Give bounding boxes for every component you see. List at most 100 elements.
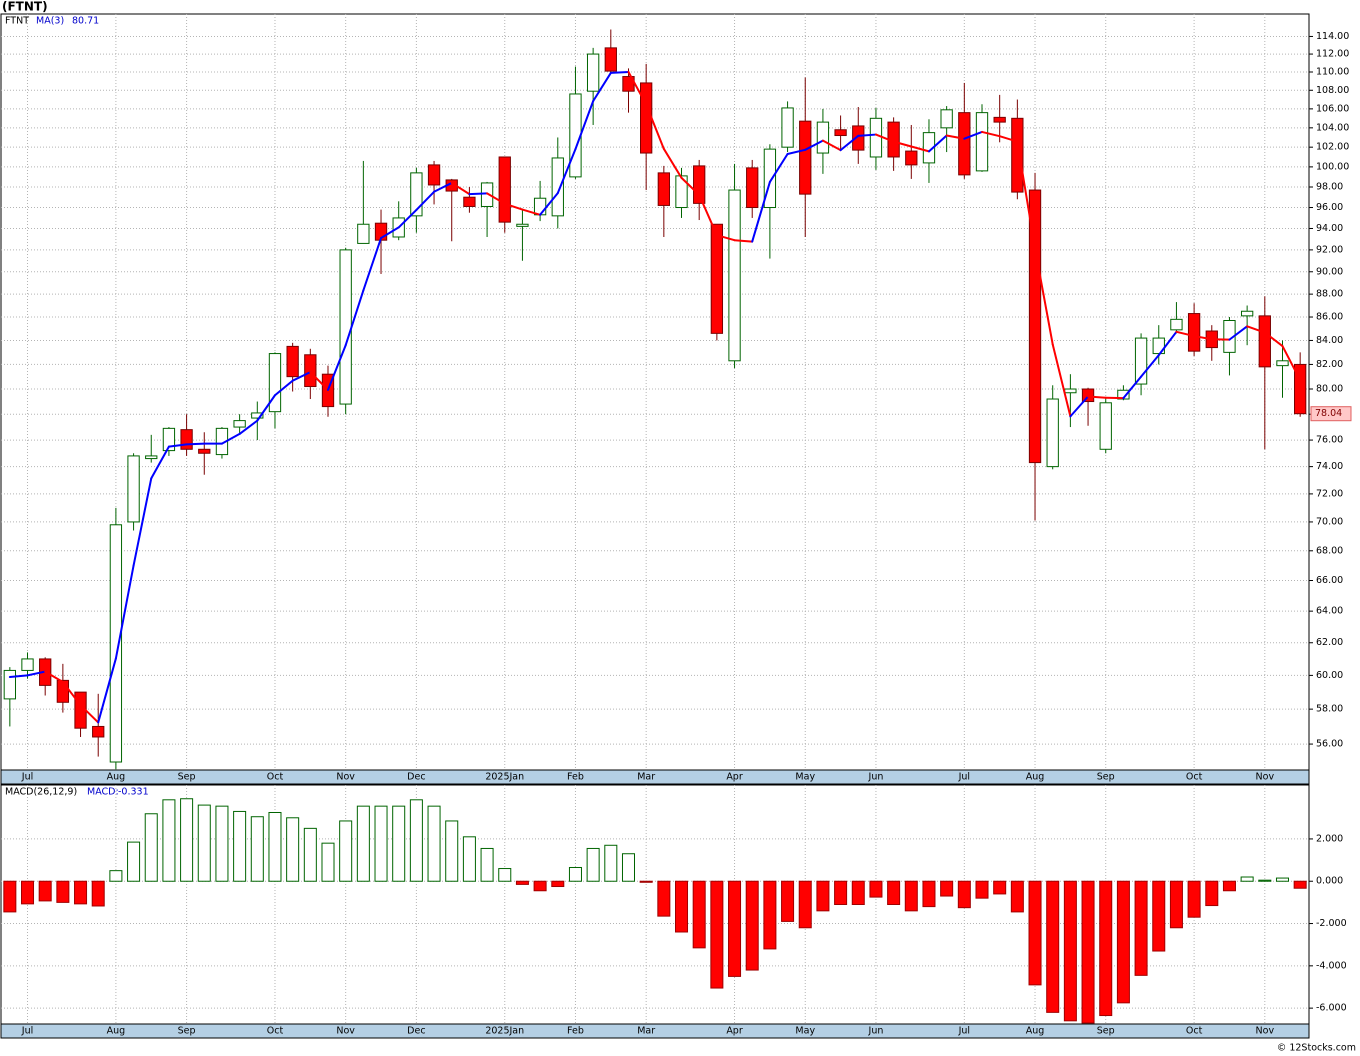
macd-bar	[869, 880, 883, 898]
y-tick-label: 56.00	[1316, 739, 1343, 750]
ma-segment	[539, 192, 559, 216]
candle-body	[1011, 117, 1024, 193]
y-tick-label: 86.00	[1316, 312, 1343, 323]
candle-body	[975, 112, 989, 172]
date-strip	[0, 769, 1310, 785]
ma-segment	[892, 140, 913, 148]
ma-segment	[1122, 375, 1143, 400]
macd-bar	[445, 820, 459, 882]
macd-bar	[409, 799, 423, 882]
ma-segment	[1175, 330, 1196, 338]
ma-segment	[839, 134, 860, 152]
y-tick-label: 90.00	[1316, 266, 1343, 277]
candle-body	[145, 455, 158, 460]
x-tick-label: Nov	[1256, 772, 1275, 783]
ma-segment	[1263, 331, 1284, 348]
x-tick-label: Aug	[1026, 1026, 1045, 1037]
macd-bar	[268, 811, 282, 882]
y-tick-label: 82.00	[1316, 359, 1343, 370]
macd-bar	[834, 880, 848, 905]
candle-body	[1276, 360, 1289, 367]
y-tick-label: 94.00	[1316, 223, 1343, 234]
macd-bar	[91, 880, 105, 907]
ma-segment	[874, 133, 895, 143]
ma-segment	[185, 442, 206, 446]
macd-bar	[675, 880, 689, 933]
candle-body	[1294, 363, 1307, 415]
candle-body	[1028, 189, 1042, 464]
candle-body	[781, 107, 794, 148]
x-tick-label: Aug	[1026, 772, 1045, 783]
ma-segment	[715, 234, 736, 242]
y-tick-label: 68.00	[1316, 545, 1343, 556]
ma-segment	[1016, 140, 1037, 250]
candle-body	[693, 165, 706, 204]
macd-bar	[127, 841, 141, 882]
ma-segment	[503, 202, 524, 211]
macd-bar	[180, 798, 194, 882]
x-tick-label: Dec	[407, 1026, 425, 1037]
y-tick-label: 108.00	[1316, 85, 1349, 96]
macd-bar	[887, 880, 901, 905]
ma-segment	[44, 670, 64, 684]
candle-body	[993, 116, 1006, 123]
macd-bar	[1205, 880, 1219, 907]
macd-bar	[551, 880, 565, 888]
macd-bar	[1134, 880, 1148, 976]
ma-segment	[627, 71, 648, 106]
ma-segment	[167, 443, 188, 448]
x-tick-label: Apr	[726, 772, 743, 783]
macd-legend: MACD:	[87, 787, 119, 798]
ma-segment	[468, 192, 489, 196]
macd-bar	[339, 820, 353, 882]
ma-segment	[1034, 247, 1054, 346]
x-tick-label: Dec	[407, 772, 425, 783]
macd-bar	[321, 842, 335, 882]
candle-body	[551, 157, 564, 217]
x-tick-label: Mar	[637, 1026, 655, 1037]
macd-bar	[1099, 880, 1113, 1017]
candle-body	[180, 429, 193, 450]
candle-body	[1240, 310, 1254, 317]
macd-bar	[250, 816, 264, 882]
x-tick-label: Sep	[178, 772, 196, 783]
y-tick-label: 112.00	[1316, 49, 1349, 60]
ma-segment	[132, 477, 153, 567]
y-tick-label: 102.00	[1316, 142, 1349, 153]
macd-bar	[728, 880, 742, 977]
ma-segment	[1228, 325, 1249, 341]
candle-body	[3, 669, 16, 700]
candle-body	[869, 117, 883, 158]
candle-body	[657, 172, 670, 206]
candle-body	[410, 172, 423, 217]
ma-segment	[61, 681, 82, 707]
macd-bar	[1222, 880, 1236, 892]
macd-bar	[74, 880, 88, 905]
ma-segment	[786, 148, 807, 156]
macd-bar	[710, 880, 724, 989]
y-tick-label: 114.00	[1316, 31, 1349, 42]
ma-segment	[574, 100, 595, 151]
ma-segment	[733, 239, 754, 243]
ma-segment	[1246, 325, 1266, 334]
ma-segment	[97, 657, 117, 724]
ma-last-value: 80.71	[72, 16, 99, 27]
x-tick-label: Jul	[21, 1026, 33, 1037]
x-tick-label: Sep	[178, 1026, 196, 1037]
y-tick-label: 66.00	[1316, 575, 1343, 586]
macd-bar	[657, 880, 671, 917]
candle-body	[905, 150, 918, 166]
macd-bar	[1152, 880, 1166, 952]
candle-body	[533, 197, 547, 216]
candle-body	[746, 167, 759, 209]
macd-bar	[604, 844, 618, 882]
candle-body	[763, 148, 777, 209]
candle-body	[675, 175, 688, 209]
candle-body	[427, 164, 441, 186]
ma-segment	[8, 674, 29, 679]
y-tick-label: 74.00	[1316, 461, 1343, 472]
x-tick-label: Nov	[336, 772, 355, 783]
x-tick-label: Jul	[21, 772, 33, 783]
y-tick-label: 92.00	[1316, 244, 1343, 255]
